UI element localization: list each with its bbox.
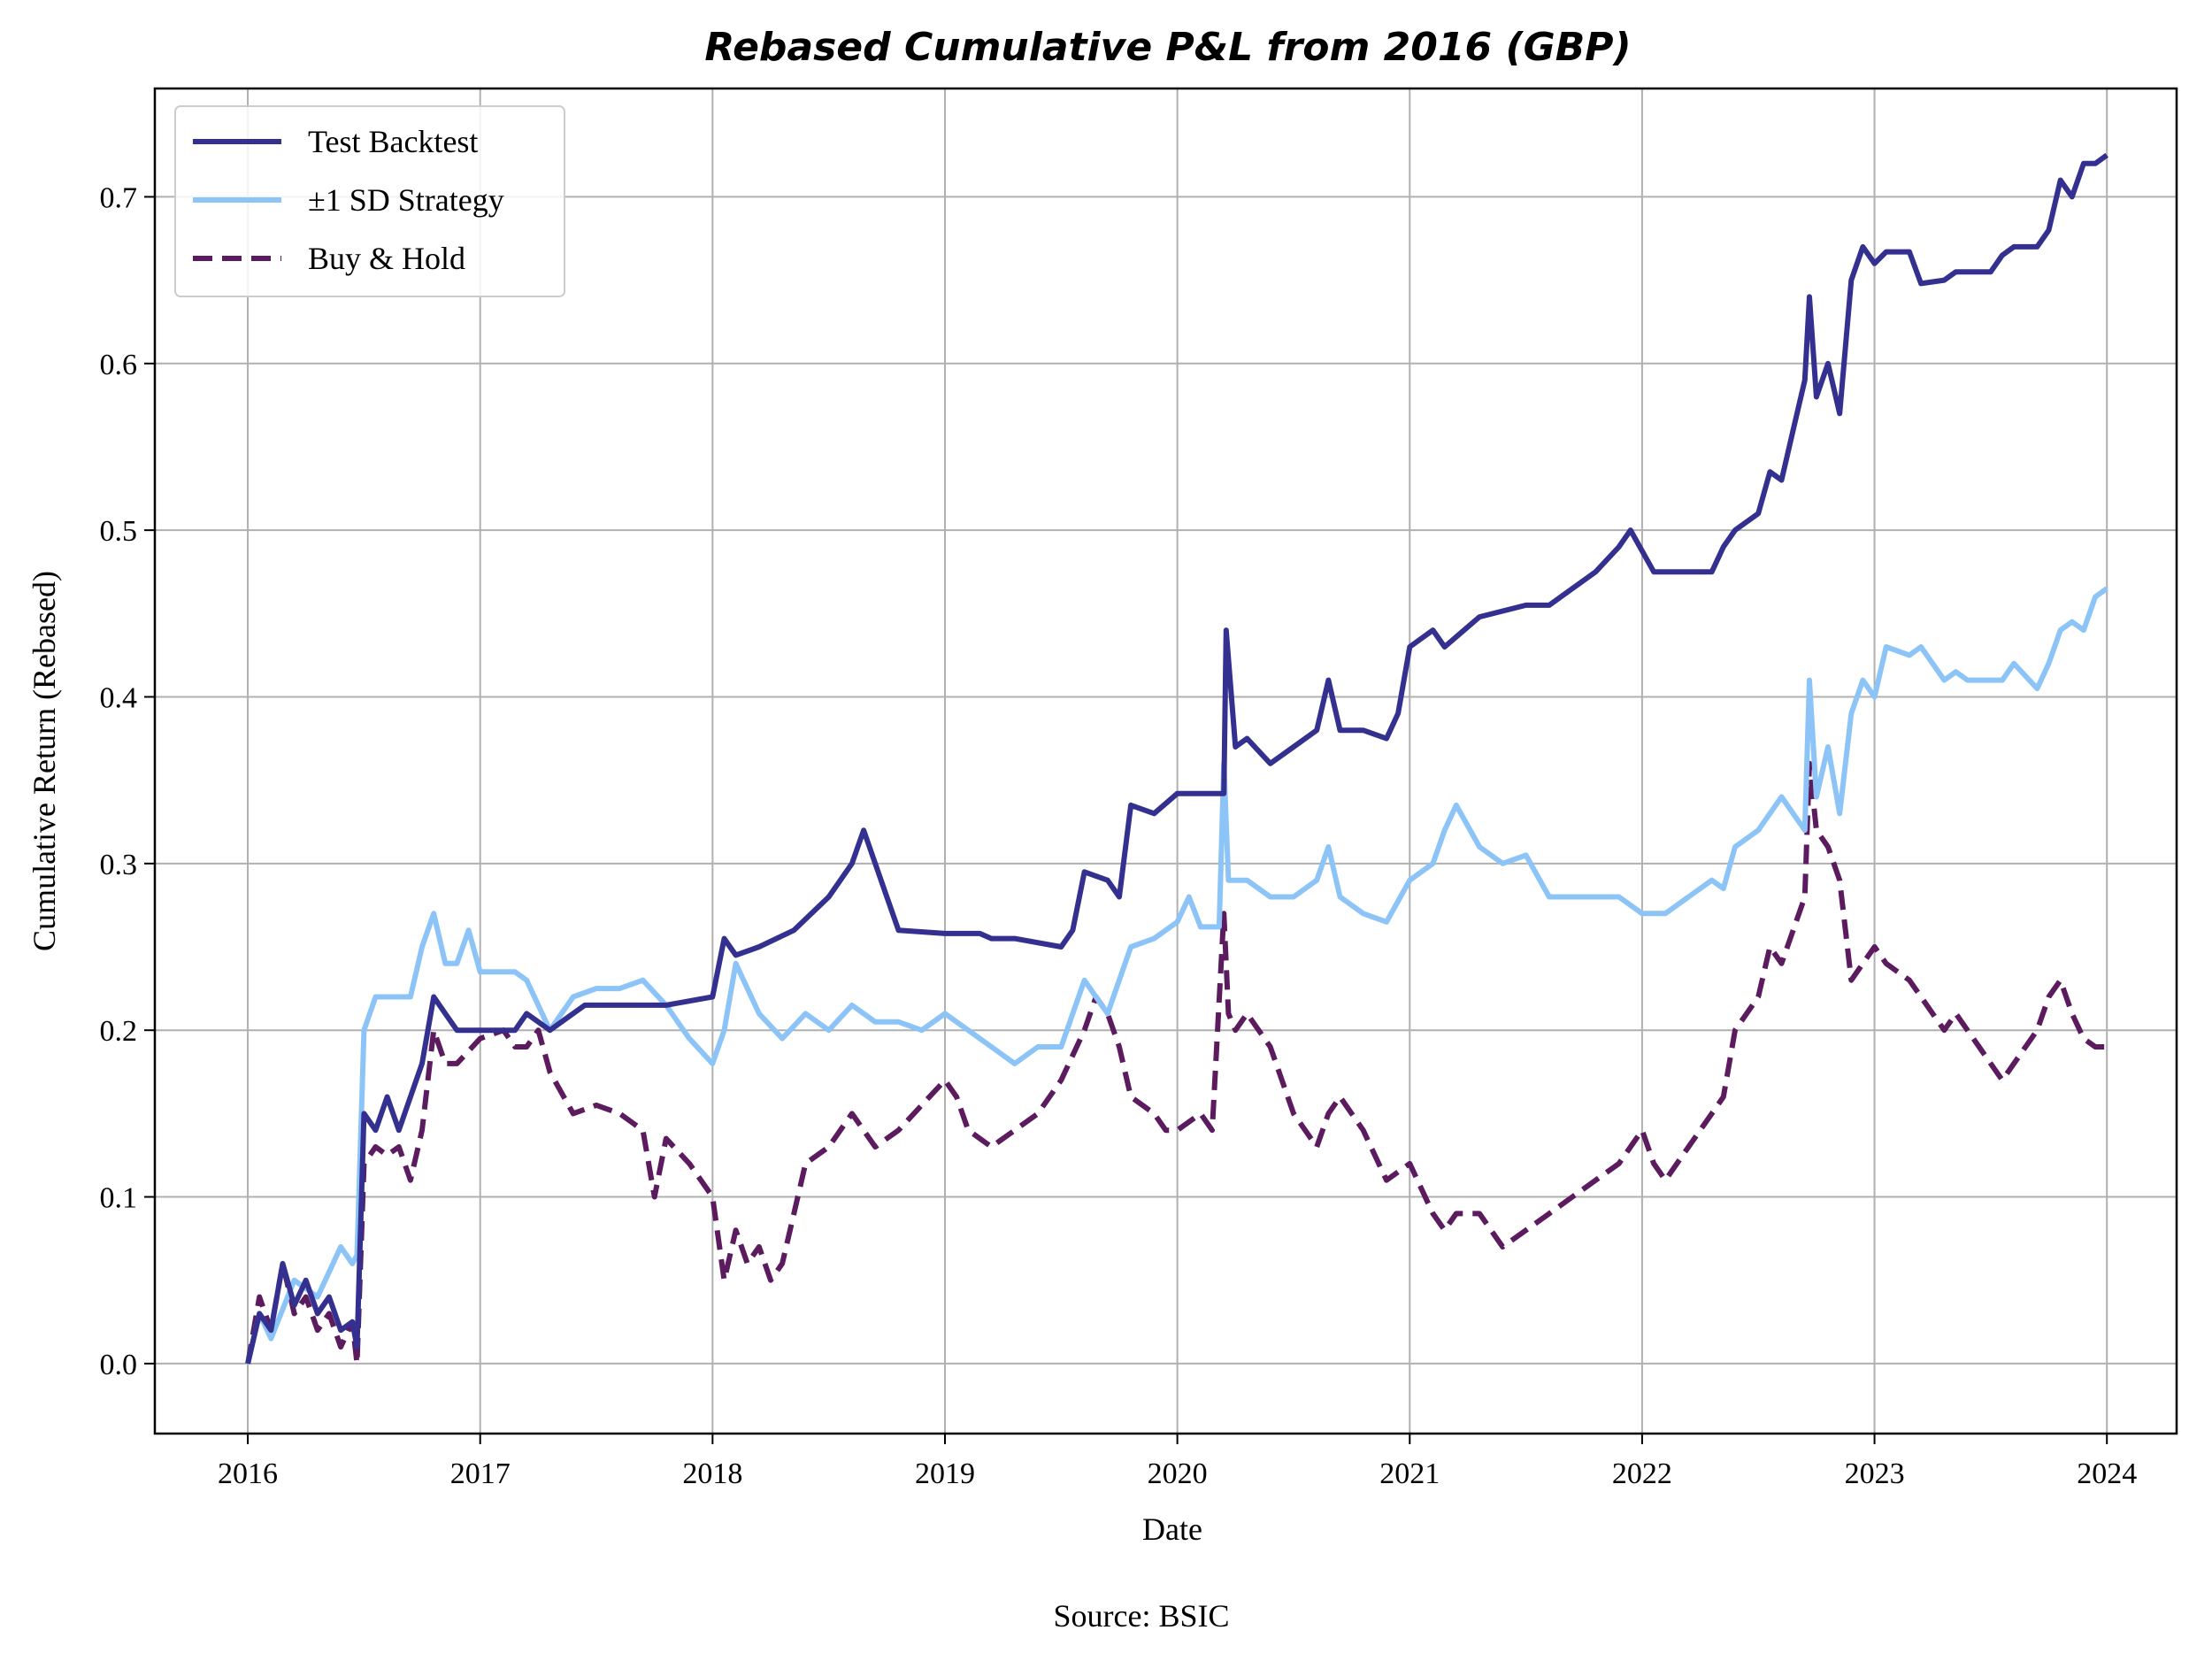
legend-label-1: ±1 SD Strategy bbox=[308, 182, 504, 218]
chart-title: Rebased Cumulative P&L from 2016 (GBP) bbox=[704, 25, 1631, 70]
y-tick-label: 0.1 bbox=[100, 1182, 138, 1215]
x-tick-label: 2023 bbox=[1845, 1457, 1905, 1490]
y-tick-label: 0.2 bbox=[100, 1015, 138, 1048]
legend-box bbox=[174, 105, 565, 297]
x-tick-label: 2019 bbox=[915, 1457, 975, 1490]
y-tick-label: 0.6 bbox=[100, 349, 138, 381]
y-axis-label: Cumulative Return (Rebased) bbox=[27, 571, 62, 951]
series-line-1 bbox=[245, 586, 2108, 1365]
grid-lines bbox=[155, 88, 2177, 1434]
y-axis-ticks: 0.0 0.1 0.2 0.3 0.4 0.5 0.6 0.7 bbox=[100, 181, 155, 1381]
x-tick-label: 2016 bbox=[218, 1457, 278, 1490]
x-tick-label: 2024 bbox=[2077, 1457, 2137, 1490]
y-tick-label: 0.7 bbox=[100, 181, 138, 214]
x-axis-label: Date bbox=[1142, 1511, 1202, 1547]
x-tick-label: 2017 bbox=[450, 1457, 511, 1490]
y-tick-label: 0.3 bbox=[100, 849, 138, 881]
legend-label-0: Test Backtest bbox=[308, 124, 478, 159]
x-tick-label: 2021 bbox=[1379, 1457, 1440, 1490]
y-tick-label: 0.4 bbox=[100, 681, 138, 714]
x-axis-ticks: 2016 2017 2018 2019 2020 2021 2022 2023 2024 bbox=[218, 1434, 2137, 1490]
legend-items: Test Backtest ±1 SD Strategy Buy & Hold bbox=[193, 124, 504, 276]
plot-frame bbox=[153, 87, 2178, 1435]
y-tick-label: 0.5 bbox=[100, 515, 138, 548]
series-lines bbox=[245, 152, 2108, 1366]
legend: Test Backtest ±1 SD Strategy Buy & Hold bbox=[174, 105, 565, 297]
legend-label-2: Buy & Hold bbox=[308, 241, 465, 276]
x-tick-label: 2020 bbox=[1148, 1457, 1208, 1490]
series-line-0 bbox=[245, 152, 2108, 1365]
x-tick-label: 2022 bbox=[1612, 1457, 1672, 1490]
x-tick-label: 2018 bbox=[682, 1457, 742, 1490]
series-line-2 bbox=[245, 760, 2108, 1366]
y-tick-label: 0.0 bbox=[100, 1349, 138, 1381]
source-note: Source: BSIC bbox=[1053, 1598, 1229, 1634]
